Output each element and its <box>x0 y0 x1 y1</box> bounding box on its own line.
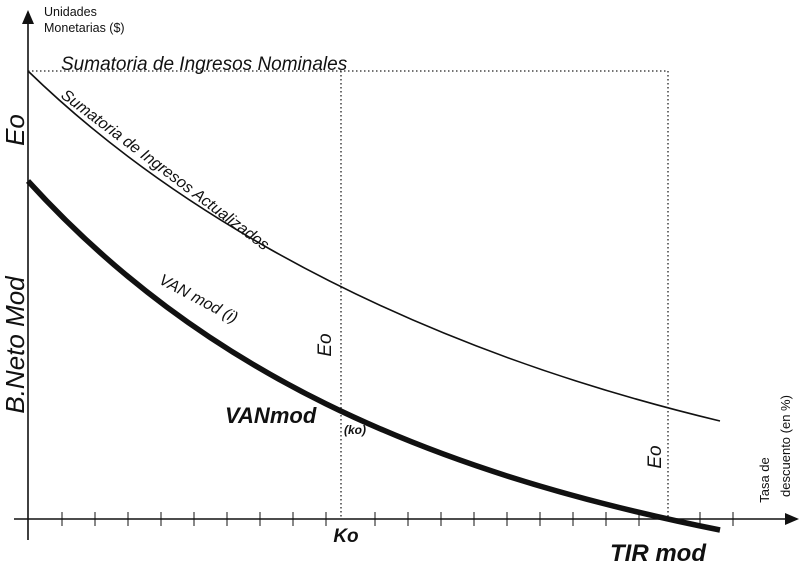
actualizados-curve <box>27 70 721 422</box>
nominal-income-label: Sumatoria de Ingresos Nominales <box>61 54 348 75</box>
vanmod-ko-subscript: (ko) <box>344 423 366 437</box>
ko-label: Ko <box>333 526 358 547</box>
tir-mod-label: TIR mod <box>610 540 707 567</box>
eo-side-label: Eo <box>0 114 30 146</box>
y-axis-label-line2: Monetarias ($) <box>44 21 125 35</box>
beneficio-neto-label: B.Neto Mod <box>0 275 30 414</box>
actualizados-label: Sumatoria de Ingresos Actualizados <box>58 87 272 254</box>
x-axis-ticks <box>61 512 734 526</box>
reference-lines <box>28 70 669 519</box>
y-axis-label-line1: Unidades <box>44 5 97 19</box>
x-axis-label-line1: Tasa de <box>757 457 772 503</box>
van-mod-label: VAN mod (i) <box>156 272 240 328</box>
vanmod-ko-label: VANmod <box>225 403 317 428</box>
van-mod-curve <box>25 179 721 533</box>
eo-at-ko-label: Eo <box>315 333 336 356</box>
x-axis-label-line2: descuento (en %) <box>778 395 793 497</box>
eo-at-tir-label: Eo <box>645 445 666 468</box>
